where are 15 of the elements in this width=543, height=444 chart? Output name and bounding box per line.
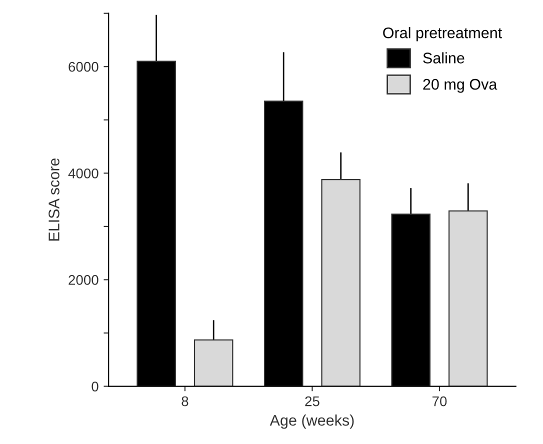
- y-tick-label: 6000: [68, 62, 98, 72]
- bar: [321, 179, 361, 386]
- y-axis-title: ELISA score: [48, 158, 60, 241]
- x-tick-label: 70: [432, 396, 447, 406]
- bar: [448, 210, 488, 386]
- legend-label: 20 mg Ova: [423, 78, 498, 93]
- x-tick-label: 25: [305, 396, 320, 406]
- legend-title: Oral pretreatment: [383, 27, 502, 42]
- x-axis-title: Age (weeks): [270, 414, 354, 429]
- y-tick-label: 2000: [68, 275, 98, 285]
- y-tick-label: 0: [92, 382, 98, 392]
- x-tick-label: 8: [182, 396, 188, 406]
- bar: [194, 339, 234, 386]
- y-tick-label: 4000: [68, 168, 98, 178]
- legend-label: Saline: [423, 52, 464, 64]
